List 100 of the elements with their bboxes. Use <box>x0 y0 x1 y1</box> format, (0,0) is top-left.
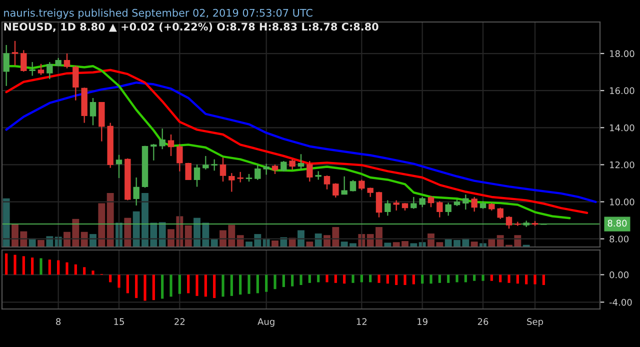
candlestick <box>3 44 10 86</box>
candlestick <box>38 63 44 76</box>
candlestick <box>410 196 417 210</box>
bar <box>473 274 476 281</box>
bar <box>57 260 60 275</box>
bar <box>83 267 86 275</box>
candlestick <box>168 134 174 157</box>
candlestick <box>90 97 96 126</box>
bar <box>248 274 250 294</box>
bar <box>334 274 337 283</box>
candlestick <box>98 102 105 142</box>
bar <box>92 270 94 275</box>
bar <box>135 274 138 298</box>
candlestick <box>471 196 478 212</box>
bar <box>314 234 322 247</box>
candlestick <box>176 143 183 172</box>
bar <box>118 274 120 288</box>
y-tick-label: -4.00 <box>609 298 632 306</box>
candlestick <box>332 182 339 198</box>
candlestick <box>367 187 374 198</box>
bar <box>326 274 328 282</box>
bar <box>300 274 302 285</box>
bar <box>144 274 146 301</box>
bar <box>152 274 155 300</box>
candlestick <box>64 52 70 69</box>
candlestick <box>324 174 330 190</box>
bar <box>40 258 42 275</box>
candlestick <box>436 200 443 218</box>
bar <box>80 232 88 247</box>
bar <box>404 274 406 285</box>
candlestick <box>497 207 504 220</box>
bar <box>516 274 519 284</box>
bar <box>410 243 418 247</box>
candlestick <box>159 128 166 150</box>
bar <box>430 274 432 284</box>
bar <box>14 254 16 275</box>
bar <box>291 274 294 286</box>
candlestick <box>211 158 218 172</box>
candlestick <box>228 172 235 192</box>
bar <box>48 260 51 275</box>
bar <box>196 274 198 296</box>
y-tick-label: 16.00 <box>610 87 634 94</box>
x-tick-label: 12 <box>356 318 367 325</box>
candlestick <box>46 61 53 80</box>
bar <box>230 274 233 296</box>
bar <box>369 274 372 282</box>
bar <box>438 274 441 283</box>
candlestick <box>506 216 512 230</box>
candlestick <box>254 164 261 180</box>
candlestick <box>393 200 400 212</box>
candlestick <box>341 176 348 196</box>
candlestick <box>419 196 426 208</box>
candlestick <box>445 202 452 216</box>
candlestick <box>263 163 270 176</box>
bar <box>282 274 285 288</box>
bar <box>204 274 207 297</box>
bar <box>360 274 363 282</box>
bar <box>184 225 192 247</box>
bar <box>31 258 34 275</box>
bar <box>106 193 114 247</box>
bar <box>158 222 166 247</box>
chart-subtitle: NEOUSD, 1D 8.80 ▲ +0.02 (+0.22%) O:8.78 H:8.83 L:8.78 C:8.80 <box>4 22 378 32</box>
candlestick <box>376 191 382 218</box>
ref-line-label: 8.80 <box>608 220 627 227</box>
y-tick-label: 10.00 <box>610 198 634 206</box>
bar <box>542 274 545 285</box>
bar <box>170 274 172 297</box>
candlestick <box>289 158 296 170</box>
x-tick-label: Aug <box>258 318 274 327</box>
bar <box>298 230 304 247</box>
bar <box>274 274 276 290</box>
bar <box>456 274 458 282</box>
candlestick <box>220 157 226 182</box>
bar <box>306 242 314 247</box>
bar <box>525 274 528 284</box>
candlestick <box>150 143 157 161</box>
candlestick <box>237 171 244 183</box>
candlestick <box>12 40 18 66</box>
bar <box>66 262 68 275</box>
y-tick-label: 0.00 <box>610 271 629 278</box>
bar <box>447 274 450 283</box>
bar <box>256 274 259 294</box>
bar <box>187 274 190 294</box>
bar <box>352 274 354 283</box>
bar <box>470 242 478 247</box>
bar <box>124 218 132 247</box>
y-tick-label: 8.00 <box>610 236 629 242</box>
x-tick-label: 8 <box>56 318 61 326</box>
bar <box>74 264 77 275</box>
bar <box>126 274 129 294</box>
bar <box>412 274 415 284</box>
candlestick <box>428 195 434 208</box>
bar <box>98 203 106 247</box>
bar <box>222 274 224 297</box>
candlestick <box>306 160 313 182</box>
bar <box>265 274 268 292</box>
candlestick <box>358 179 365 191</box>
line-series <box>5 81 597 204</box>
bar <box>308 274 311 283</box>
candlestick <box>72 65 79 101</box>
